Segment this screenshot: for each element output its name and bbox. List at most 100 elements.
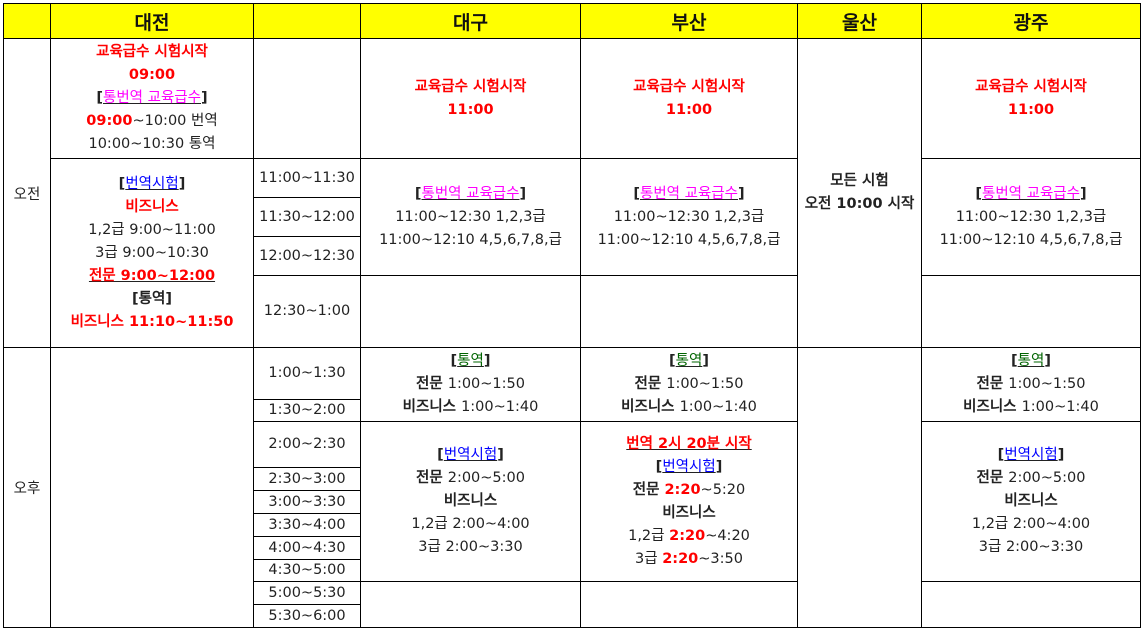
text-segment: 11:00~12:10 4,5,6,7,8,급 — [379, 231, 562, 248]
daegu-interp-cell: [통역] 전문 1:00~1:50 비즈니스 1:00~1:40 — [360, 347, 581, 422]
busan-empty-am — [580, 275, 798, 348]
schedule-line: [통번역 교육급수] — [415, 183, 526, 206]
text-segment: 1,2급 2:00~4:00 — [971, 516, 1091, 532]
busan-empty-pm — [580, 581, 798, 628]
schedule-line: 11:00~12:30 1,2,3급 — [614, 206, 765, 229]
text-segment: [ — [437, 447, 444, 463]
text-segment: 2:20 — [669, 527, 706, 544]
header-busan: 부산 — [580, 3, 798, 39]
schedule-line: [통역] — [132, 288, 172, 311]
text-segment: 3급 2:00~3:30 — [978, 539, 1084, 555]
time-slot-label: 3:00~3:30 — [268, 493, 346, 510]
gwangju-interp-cell: [통역] 전문 1:00~1:50 비즈니스 1:00~1:40 — [921, 347, 1141, 422]
header-daejeon: 대전 — [50, 3, 254, 39]
schedule-line: 09:00 — [129, 64, 175, 87]
text-segment: 11:00~12:30 1,2,3급 — [613, 208, 765, 225]
header-label: 부산 — [671, 11, 707, 34]
schedule-line: 비즈니스 1:00~1:40 — [963, 396, 1099, 419]
text-segment: ~10:00 번역 — [132, 113, 218, 129]
daejeon-edu-cell: 교육급수 시험시작 09:00 [통번역 교육급수] 09:00~10:00 번역 10… — [50, 38, 254, 159]
text-segment: 10:00 — [836, 196, 883, 212]
header-gwangju: 광주 — [921, 3, 1141, 39]
time-slot: 5:30~6:00 — [253, 604, 361, 628]
text-segment: [ — [997, 447, 1005, 463]
header-daegu: 대구 — [360, 3, 581, 39]
text-segment: 11:00~12:10 4,5,6,7,8,급 — [597, 231, 781, 248]
text-segment: [ — [1011, 353, 1018, 369]
time-slot-label: 12:00~12:30 — [259, 247, 355, 264]
text-segment: 전문 — [634, 376, 667, 392]
schedule-line: 11:00~12:30 1,2,3급 — [395, 206, 546, 229]
daejeon-pm-cell — [50, 347, 254, 628]
text-segment: ] — [1044, 353, 1051, 369]
text-segment: 모든 시험 — [830, 173, 889, 189]
time-slot: 5:00~5:30 — [253, 581, 361, 605]
text-segment: [ — [96, 90, 103, 106]
text-segment: 1,2급 9:00~11:00 — [88, 221, 216, 238]
gwangju-trans-cell: [번역시험] 전문 2:00~5:00 비즈니스 1,2급 2:00~4:00 3급 2… — [921, 421, 1141, 582]
header-corner — [3, 3, 51, 39]
text-segment: 통역 — [675, 353, 703, 369]
schedule-line: 전문 2:00~5:00 — [976, 467, 1085, 490]
schedule-line: 오전 10:00 시작 — [805, 193, 915, 216]
text-segment: 2:00~5:00 — [447, 470, 525, 486]
time-slot-label: 5:30~6:00 — [268, 607, 346, 624]
daejeon-am-cell: [번역시험] 비즈니스 1,2급 9:00~11:00 3급 9:00~10:30 전문… — [50, 158, 254, 348]
busan-interp-cell: [통역] 전문 1:00~1:50 비즈니스 1:00~1:40 — [580, 347, 798, 422]
gwangju-empty-am — [921, 275, 1141, 348]
daegu-trans-cell: [번역시험] 전문 2:00~5:00 비즈니스 1,2급 2:00~4:00 3급 2… — [360, 421, 581, 582]
text-segment: ] — [1080, 185, 1087, 202]
schedule-line: 교육급수 시험시작 — [415, 76, 527, 99]
schedule-line: 비즈니스 1:00~1:40 — [621, 396, 757, 419]
text-segment: ] — [519, 185, 527, 202]
text-segment: ] — [201, 90, 208, 106]
schedule-line: 11:00 — [447, 99, 493, 122]
schedule-line: 1,2급 9:00~11:00 — [88, 219, 216, 242]
time-slot-label: 11:00~11:30 — [259, 169, 355, 186]
text-segment: 11:00 — [665, 101, 713, 118]
text-segment: 비즈니스 — [1004, 493, 1058, 509]
time-slot-label: 5:00~5:30 — [268, 584, 346, 601]
text-segment: 교육급수 시험시작 — [633, 78, 745, 95]
text-segment: ] — [702, 353, 709, 369]
text-segment: 1:00~1:40 — [1021, 399, 1099, 415]
schedule-line: [통역] — [1011, 350, 1051, 373]
text-segment: 1,2급 — [628, 527, 670, 544]
schedule-line: 비즈니스 — [444, 490, 497, 513]
text-segment: ] — [178, 175, 186, 192]
text-segment: 교육급수 시험시작 — [975, 78, 1087, 95]
text-segment: ] — [497, 447, 504, 463]
text-segment: [ — [633, 185, 640, 202]
schedule-line: 전문 1:00~1:50 — [416, 373, 525, 396]
schedule-line: 1,2급 2:00~4:00 — [972, 513, 1090, 536]
text-segment: 번역시험 — [125, 175, 179, 192]
text-segment: 전문 — [976, 470, 1009, 486]
text-segment: 11:00 — [447, 101, 494, 118]
time-empty — [253, 38, 361, 159]
time-slot-label: 1:30~2:00 — [268, 402, 346, 418]
header-time — [253, 3, 361, 39]
schedule-line: [번역시험] — [656, 456, 723, 479]
schedule-line: 11:00~12:10 4,5,6,7,8,급 — [379, 229, 562, 252]
text-segment: 09:00 — [128, 67, 176, 83]
text-segment: 전문 — [415, 376, 448, 392]
time-slot: 3:00~3:30 — [253, 490, 361, 514]
text-segment: 09:00 — [86, 113, 133, 129]
time-slot: 1:30~2:00 — [253, 399, 361, 422]
text-segment: 비즈니스 — [662, 504, 716, 521]
text-segment: 통역 — [1017, 353, 1045, 369]
schedule-line: 09:00~10:00 번역 — [86, 110, 217, 133]
text-segment: 3급 — [635, 550, 663, 567]
text-segment: 비즈니스 — [621, 399, 680, 415]
text-segment: 1:00~1:50 — [666, 376, 744, 392]
text-segment: 10:00~10:30 통역 — [88, 136, 216, 152]
text-segment: ~4:20 — [705, 527, 750, 544]
header-label: 대구 — [453, 11, 488, 34]
period-am: 오전 — [3, 38, 51, 348]
period-label: 오후 — [13, 481, 41, 497]
busan-trans-cell: 번역 2시 20분 시작 [번역시험] 전문 2:20~5:20 비즈니스 1,2급 2… — [580, 421, 798, 582]
busan-edu-start-cell: 교육급수 시험시작 11:00 — [580, 38, 798, 159]
text-segment: [ — [118, 175, 126, 192]
header-label: 대전 — [134, 11, 170, 34]
